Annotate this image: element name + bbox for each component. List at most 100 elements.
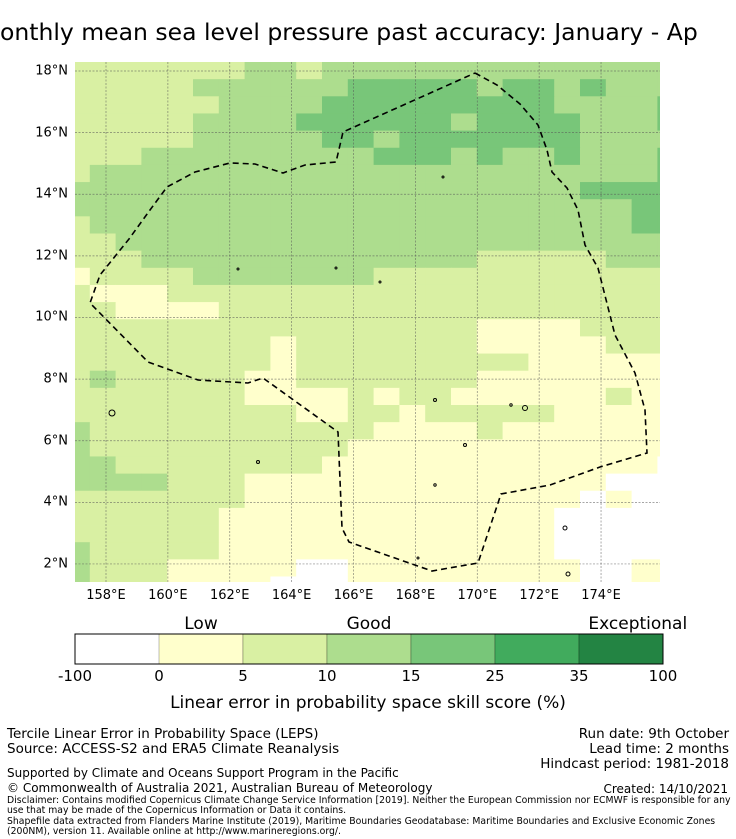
skill-cell [399,164,426,183]
skill-cell [451,473,478,492]
skill-cell [502,250,529,269]
skill-cell [528,439,555,457]
skill-cell [270,490,297,509]
skill-cell [115,164,142,183]
skill-cell [580,405,607,423]
skill-cell [605,336,632,354]
skill-cell [657,456,660,474]
skill-cell [451,507,478,526]
skill-cell [193,405,220,423]
island-outline [562,525,568,531]
skill-cell [657,216,660,234]
skill-cell [528,387,555,406]
lon-tick-label: 158°E [86,588,126,603]
skill-cell [373,353,400,372]
skill-cell [657,302,660,320]
skill-cell [399,439,426,457]
skill-cell [502,62,529,80]
skill-cell [89,576,116,582]
skill-cell [218,490,245,509]
skill-cell [270,439,297,457]
skill-cell [580,353,607,372]
skill-cell [75,456,91,474]
skill-cell [451,405,478,423]
skill-cell [218,405,245,423]
skill-cell [193,439,220,457]
skill-cell [657,79,660,97]
skill-cell [580,456,607,474]
skill-cell [296,542,323,560]
skill-cell [322,267,349,286]
skill-cell [296,456,323,474]
skill-cell [218,456,245,474]
skill-cell [218,370,245,389]
skill-cell [605,302,632,320]
skill-cell [554,79,581,97]
skill-cell [167,542,194,560]
skill-cell [218,353,245,372]
skill-cell [141,113,168,131]
skill-cell [451,267,478,286]
skill-cell [657,96,660,114]
skill-cell [631,302,658,320]
skill-cell [451,490,478,509]
skill-cell [451,113,478,131]
skill-cell [425,267,452,286]
skill-cell [218,542,245,560]
skill-cell [399,199,426,217]
skill-cell [373,456,400,474]
skill-cell [476,507,503,526]
skill-cell [399,507,426,526]
skill-cell [218,164,245,183]
lon-tick-label: 162°E [209,588,250,603]
skill-cell [115,422,142,440]
skill-cell [451,559,478,577]
skill-cell [554,113,581,131]
skill-cell [451,96,478,114]
skill-cell [141,233,168,252]
skill-cell [631,147,658,166]
skill-cell [451,302,478,320]
skill-cell [141,267,168,286]
skill-cell [296,336,323,354]
skill-cell [425,284,452,303]
skill-cell [528,130,555,149]
skill-cell [476,387,503,406]
skill-cell [141,79,168,97]
skill-cell [322,302,349,320]
skill-cell [502,164,529,183]
skill-cell [631,319,658,337]
skill-cell [451,576,478,582]
skill-cell [580,113,607,131]
skill-cell [580,79,607,97]
skill-cell [631,233,658,252]
skill-cell [296,267,323,286]
skill-cell [141,559,168,577]
skill-cell [244,542,271,560]
skill-cell [373,79,400,97]
skill-cell [296,182,323,200]
skill-cell [580,216,607,234]
skill-cell [554,542,581,560]
skill-cell [89,439,116,457]
skill-cell [89,267,116,286]
skill-cell [451,387,478,406]
skill-cell [476,284,503,303]
skill-cell [75,113,91,131]
skill-cell [115,559,142,577]
skill-cell [657,353,660,372]
skill-cell [657,490,660,509]
skill-cell [451,147,478,166]
skill-cell [75,250,91,269]
skill-cell [244,96,271,114]
skill-cell [270,336,297,354]
skill-cell [580,284,607,303]
skill-cell [631,182,658,200]
skill-cell [605,164,632,183]
skill-cell [657,473,660,492]
skill-cell [167,164,194,183]
skill-cell [451,182,478,200]
skill-cell [89,62,116,80]
skill-cell [218,147,245,166]
skill-cell [554,164,581,183]
